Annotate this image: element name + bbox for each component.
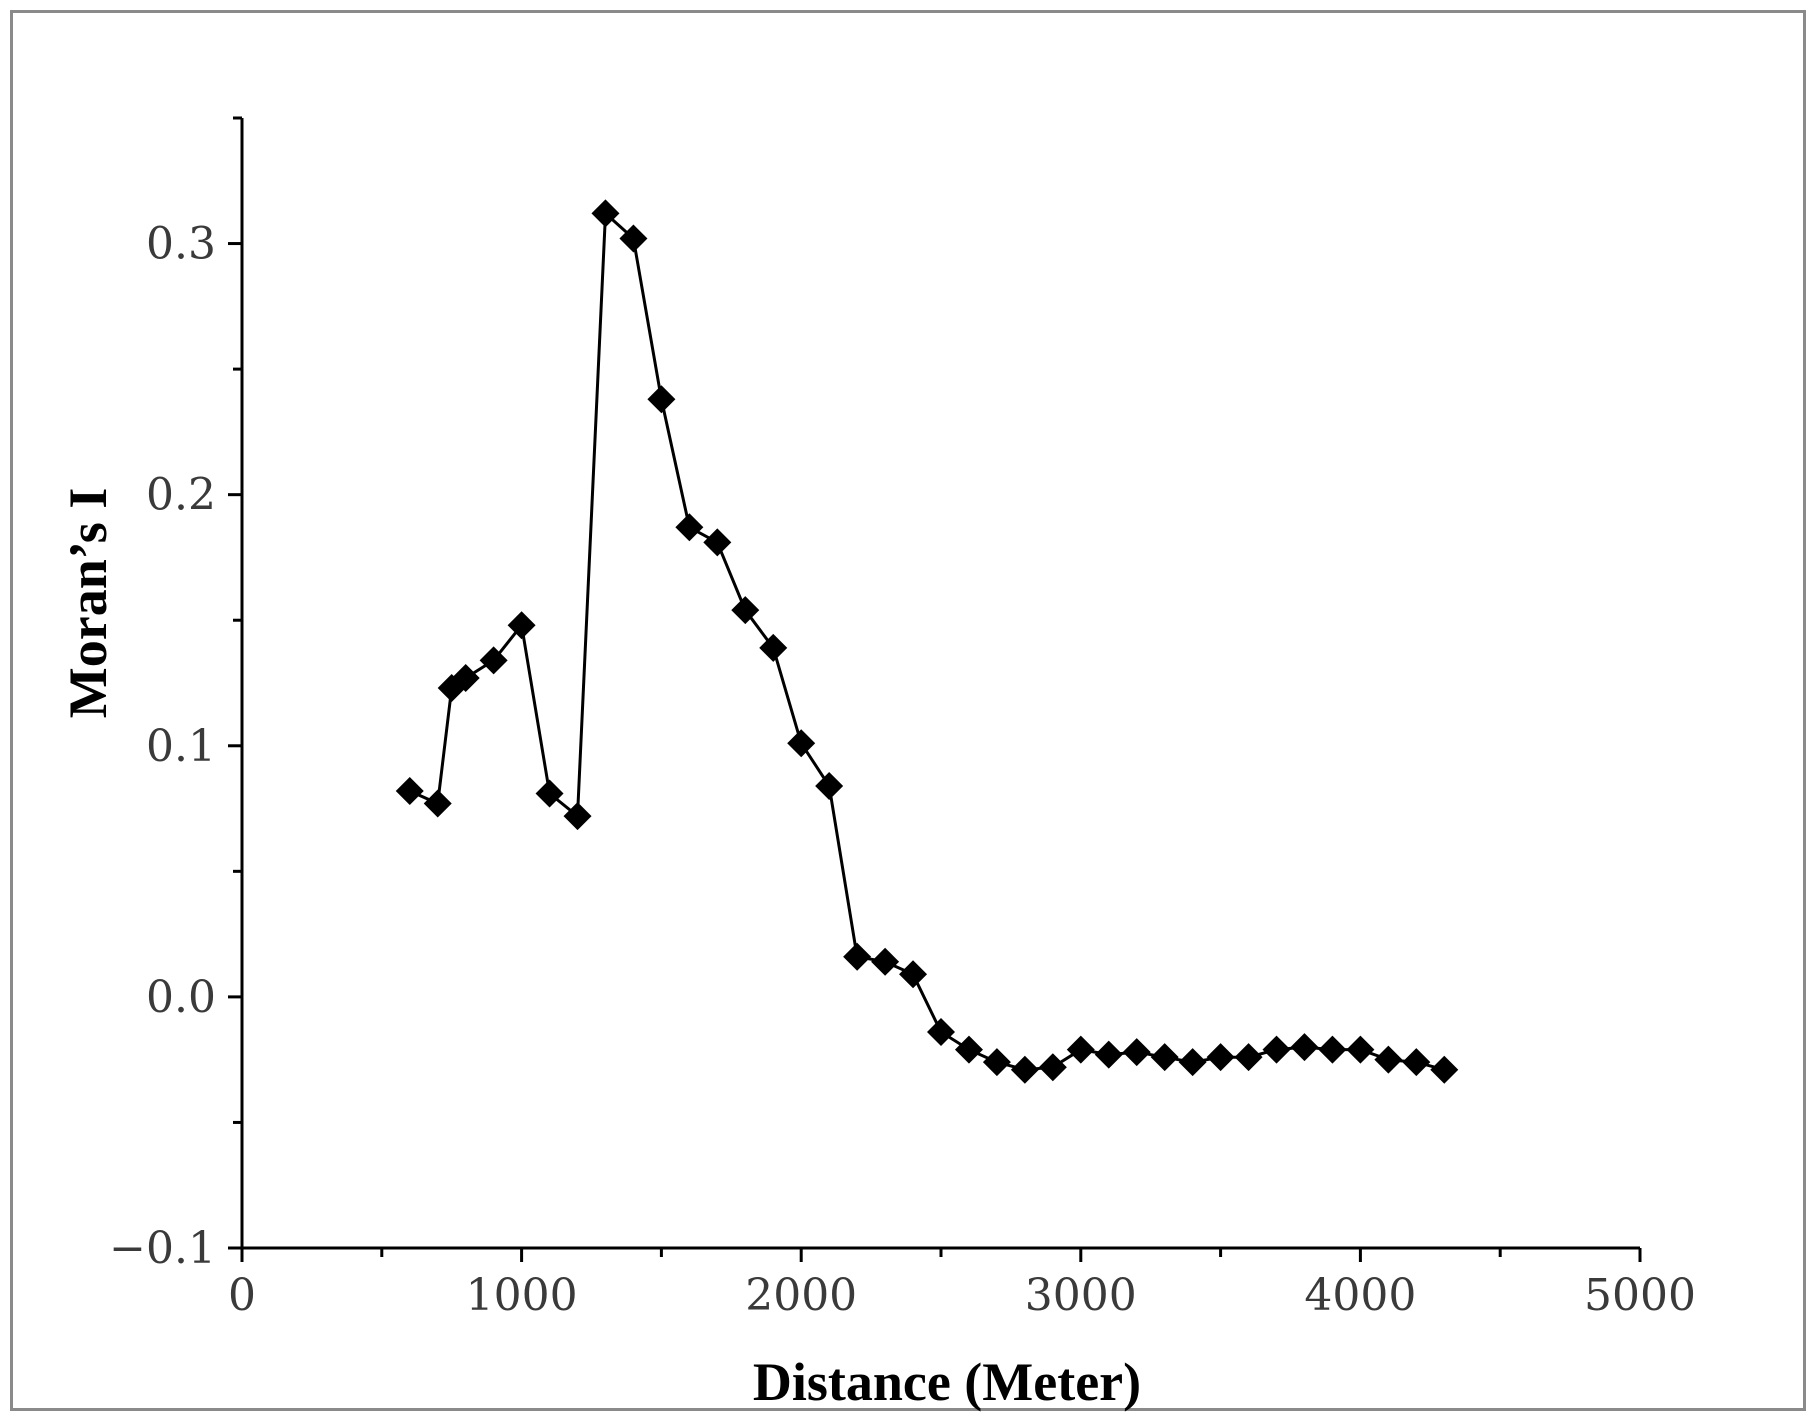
data-point-marker [1374,1045,1403,1074]
axis-ticks [228,116,1642,1262]
data-point-marker [1346,1035,1375,1064]
x-axis-title: Distance (Meter) [753,1352,1141,1412]
data-point-marker [927,1018,955,1047]
data-point-marker [1122,1038,1151,1067]
x-tick-label: 4000 [1304,1270,1416,1321]
data-point-marker [1318,1035,1347,1064]
data-point-marker [843,942,872,971]
x-tick-label: 2000 [745,1270,857,1321]
x-tick-label: 0 [228,1270,256,1321]
data-point-marker [563,802,592,831]
data-point-marker [815,771,844,800]
data-point-marker [451,663,480,692]
data-point-marker [1290,1033,1319,1062]
data-point-marker [423,789,452,818]
data-point-marker [507,611,536,640]
data-point-marker [1010,1055,1039,1084]
data-point-marker [871,947,900,976]
data-point-marker [1430,1055,1459,1084]
data-point-marker [759,633,788,662]
series-markers [395,199,1459,1084]
data-point-marker [619,224,648,253]
data-point-marker [1234,1043,1263,1072]
y-tick-label: −0.1 [109,1223,216,1274]
data-point-marker [1038,1053,1067,1082]
data-point-marker [1262,1035,1291,1064]
data-point-marker [591,199,620,228]
x-tick-label: 1000 [466,1270,578,1321]
data-point-marker [1066,1035,1095,1064]
data-point-marker [535,779,564,808]
data-point-marker [479,646,508,675]
data-point-marker [1206,1043,1235,1072]
y-tick-label: 0.3 [146,219,216,270]
series-line [409,210,1445,1072]
data-point-marker [1402,1048,1431,1077]
data-point-marker [1150,1043,1179,1072]
data-point-marker [731,596,760,625]
y-tick-label: 0.0 [146,972,216,1023]
data-point-marker [1178,1048,1207,1077]
data-point-marker [954,1035,983,1064]
y-axis-title: Moran’s I [58,488,118,718]
data-point-marker [787,729,816,758]
x-tick-label: 3000 [1025,1270,1137,1321]
y-tick-label: 0.1 [146,721,216,772]
data-point-marker [982,1048,1011,1077]
data-point-marker [675,513,704,542]
tick-labels: 0 1000 2000 3000 4000 5000 −0.1 0.0 0.1 0.2 0.3 [109,219,1696,1321]
data-point-marker [647,385,676,414]
data-point-marker [703,528,732,557]
chart-frame [10,10,1806,1411]
x-tick-label: 5000 [1584,1270,1696,1321]
data-point-marker [1094,1040,1123,1069]
data-point-marker [395,776,424,805]
y-tick-label: 0.2 [146,470,216,521]
data-point-marker [899,960,928,989]
